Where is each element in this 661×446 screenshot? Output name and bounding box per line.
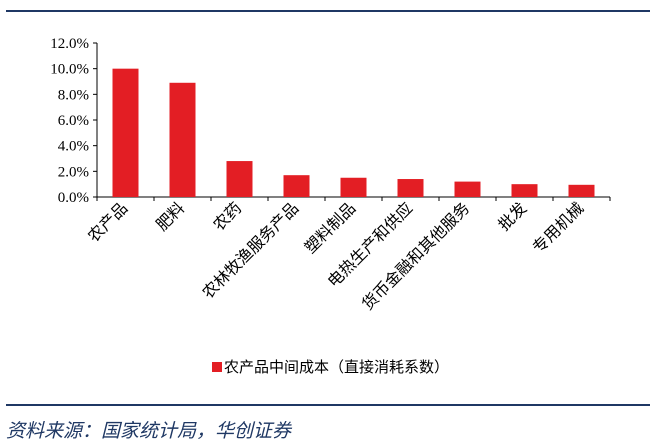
x-tick-label: 肥料 [153, 199, 188, 234]
legend: 农产品中间成本（直接消耗系数） [0, 356, 661, 377]
bar [511, 184, 538, 197]
legend-label: 农产品中间成本（直接消耗系数） [223, 360, 449, 376]
x-tick-label: 货币金融和其他服务 [359, 199, 474, 314]
x-tick-label: 专用机械 [529, 199, 587, 257]
bar [283, 175, 310, 197]
y-tick-label: 0.0% [58, 190, 89, 206]
y-tick-label: 8.0% [58, 87, 89, 103]
bar [169, 82, 196, 197]
x-tick-label: 塑料制品 [301, 199, 359, 257]
source-note: 资料来源：国家统计局，华创证券 [6, 421, 292, 442]
bar-chart: 0.0% 2.0% 4.0% 6.0% 8.0% 10.0% 12.0% 农产品 肥料 农药农林牧… [50, 36, 611, 314]
x-tick-label: 农药 [210, 199, 245, 234]
x-tick-label: 批发 [495, 199, 530, 234]
bottom-rule [6, 404, 650, 406]
bar [340, 177, 367, 197]
x-tick-label: 农林牧渔服务产品 [199, 199, 302, 302]
y-tick-label: 2.0% [58, 164, 89, 180]
y-tick-label: 6.0% [58, 113, 89, 129]
y-tick-label: 12.0% [50, 36, 89, 52]
x-tick-label: 农产品 [85, 199, 132, 246]
bar [112, 68, 139, 198]
legend-swatch [211, 361, 222, 372]
bar [568, 184, 595, 197]
top-rule [6, 10, 650, 12]
bar [454, 181, 481, 197]
y-tick-label: 10.0% [50, 62, 89, 78]
y-tick-label: 4.0% [58, 139, 89, 155]
bar [226, 161, 253, 197]
bar [397, 179, 424, 197]
